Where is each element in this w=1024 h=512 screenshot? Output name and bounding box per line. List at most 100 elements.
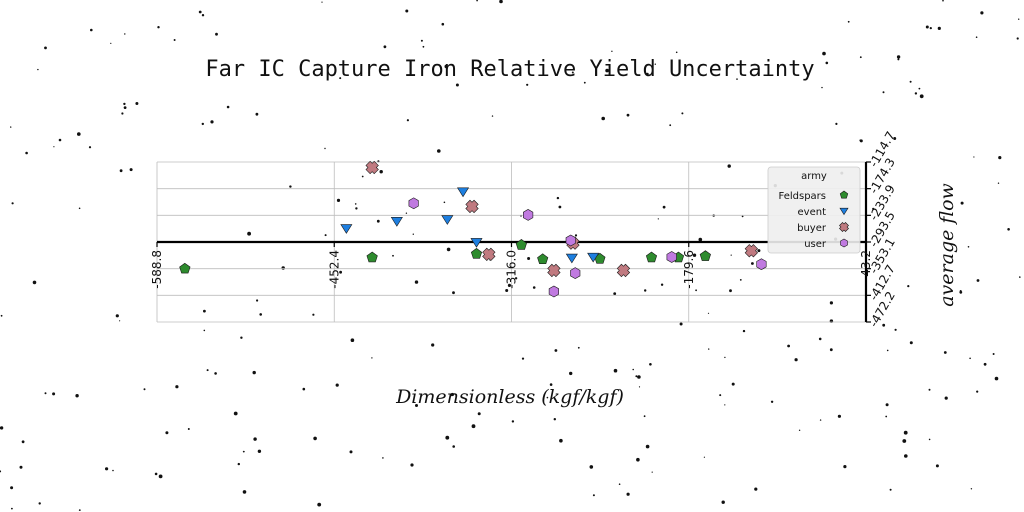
noise-speck	[187, 428, 190, 430]
noise-speck	[729, 289, 732, 293]
noise-speck	[679, 322, 683, 326]
noise-speck	[242, 490, 247, 494]
noise-speck	[233, 411, 238, 416]
noise-speck	[657, 218, 659, 220]
noise-speck	[58, 138, 62, 142]
noise-speck	[312, 313, 315, 316]
noise-speck	[143, 388, 146, 391]
noise-speck	[505, 289, 509, 292]
noise-speck	[203, 309, 206, 313]
noise-speck	[339, 270, 342, 274]
noise-speck	[872, 207, 875, 210]
noise-speck	[787, 344, 790, 348]
noise-speck	[201, 14, 205, 17]
noise-speck	[476, 0, 478, 2]
noise-speck	[649, 363, 652, 366]
noise-speck	[477, 412, 481, 416]
noise-speck	[450, 392, 454, 397]
data-point-user	[756, 258, 767, 271]
noise-speck	[654, 63, 656, 65]
noise-speck	[721, 500, 725, 504]
noise-speck	[681, 112, 684, 115]
noise-speck	[638, 386, 641, 388]
noise-speck	[443, 201, 446, 204]
noise-speck	[554, 349, 558, 352]
noise-speck	[0, 426, 4, 430]
noise-speck	[44, 46, 47, 50]
noise-speck	[935, 464, 939, 468]
noise-speck	[25, 151, 28, 155]
noise-speck	[909, 80, 912, 83]
noise-speck	[19, 465, 23, 469]
noise-speck	[897, 58, 900, 61]
data-point-buyer	[547, 263, 561, 278]
noise-speck	[626, 113, 630, 117]
noise-speck	[998, 156, 1002, 160]
noise-speck	[960, 201, 964, 205]
noise-speck	[1007, 228, 1010, 231]
noise-speck	[247, 231, 252, 236]
noise-speck	[825, 61, 829, 65]
legend-marker-user	[840, 238, 848, 248]
noise-speck	[660, 283, 664, 286]
noise-speck	[165, 431, 169, 435]
noise-speck	[112, 469, 114, 472]
noise-speck	[909, 341, 913, 345]
noise-speck	[695, 289, 697, 292]
noise-speck	[44, 392, 47, 395]
data-point-buyer	[465, 199, 479, 214]
noise-speck	[914, 92, 918, 95]
noise-speck	[471, 424, 476, 429]
data-point-feldspars	[537, 253, 549, 265]
noise-speck	[444, 64, 448, 69]
noise-speck	[819, 419, 822, 421]
noise-speck	[918, 87, 921, 90]
noise-speck	[835, 122, 838, 125]
noise-speck	[37, 68, 39, 71]
noise-speck	[350, 338, 355, 343]
legend-label: buyer	[797, 223, 827, 234]
noise-speck	[698, 237, 703, 242]
noise-speck	[10, 126, 12, 128]
noise-speck	[577, 346, 580, 349]
noise-speck	[724, 356, 726, 359]
noise-speck	[556, 196, 560, 200]
noise-speck	[643, 415, 646, 418]
noise-speck	[980, 11, 984, 15]
noise-speck	[88, 146, 92, 149]
noise-speck	[886, 349, 889, 352]
data-point-event	[340, 224, 353, 234]
noise-speck	[889, 488, 892, 491]
noise-speck	[11, 202, 14, 205]
noise-speck	[154, 472, 158, 476]
noise-speck	[514, 277, 518, 280]
data-point-feldspars	[179, 262, 191, 274]
noise-speck	[382, 457, 384, 459]
x-tick-label: -316.0	[505, 250, 519, 289]
noise-speck	[818, 337, 822, 341]
noise-speck	[770, 400, 774, 403]
noise-speck	[452, 445, 456, 448]
noise-speck	[255, 112, 259, 116]
noise-speck	[121, 112, 124, 115]
data-point-buyer	[365, 160, 379, 175]
noise-speck	[822, 51, 826, 56]
data-point-feldspars	[699, 250, 711, 261]
noise-speck	[719, 394, 722, 397]
noise-speck	[339, 77, 342, 80]
noise-speck	[613, 292, 617, 296]
noise-speck	[532, 286, 536, 289]
noise-speck	[707, 312, 710, 314]
noise-speck	[944, 396, 948, 400]
noise-speck	[214, 372, 217, 375]
noise-speck	[511, 420, 515, 423]
noise-speck	[731, 382, 735, 386]
noise-speck	[405, 212, 408, 214]
noise-speck	[885, 415, 888, 418]
noise-speck	[626, 492, 630, 496]
data-point-feldspars	[366, 251, 378, 263]
noise-speck	[129, 168, 133, 172]
noise-speck	[942, 0, 944, 2]
noise-speck	[452, 291, 455, 295]
